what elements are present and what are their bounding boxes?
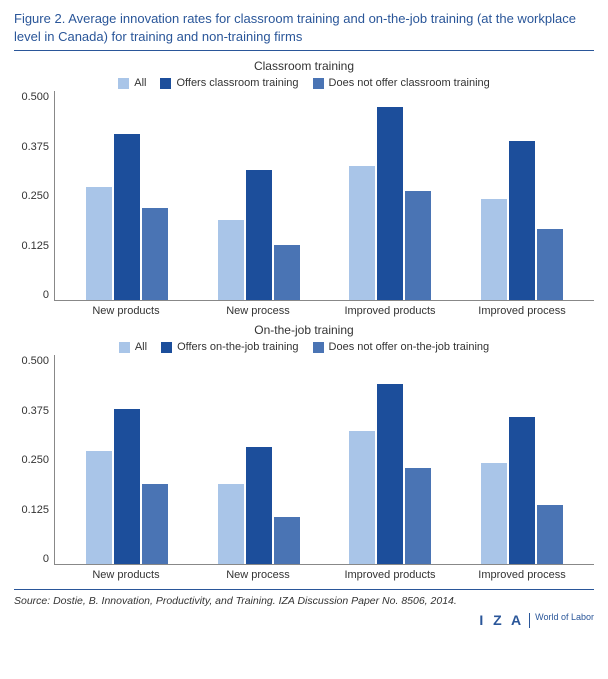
bar — [405, 191, 431, 300]
x-label: New process — [192, 301, 324, 317]
plot-wrap: 0.500 0.375 0.250 0.125 0 — [14, 91, 594, 301]
bar — [537, 505, 563, 564]
legend-label: All — [135, 341, 147, 353]
x-axis: New productsNew processImproved products… — [54, 565, 594, 581]
bar — [218, 484, 244, 564]
bar — [509, 141, 535, 301]
bar-group — [325, 355, 457, 564]
y-tick: 0.500 — [21, 355, 49, 367]
x-label: Improved process — [456, 301, 588, 317]
x-label: New products — [60, 301, 192, 317]
bar-group — [61, 355, 193, 564]
legend-item: All — [118, 77, 146, 89]
bar-group — [61, 91, 193, 300]
legend-label: Offers on-the-job training — [177, 341, 298, 353]
legend-swatch — [313, 342, 324, 353]
bar — [86, 451, 112, 564]
footer-logo: I Z A World of Labor — [14, 613, 594, 628]
bar — [481, 463, 507, 564]
iza-logo-text: I Z A — [479, 613, 530, 628]
legend: All Offers classroom training Does not off… — [14, 77, 594, 89]
bar-group — [193, 355, 325, 564]
chart-subtitle: On-the-job training — [14, 323, 594, 337]
x-label: Improved products — [324, 301, 456, 317]
bar-group — [456, 355, 588, 564]
charts-container: Classroom training All Offers classroom tr… — [14, 59, 594, 581]
legend-label: Does not offer classroom training — [329, 77, 490, 89]
legend-swatch — [160, 78, 171, 89]
legend-swatch — [118, 78, 129, 89]
legend-label: Offers classroom training — [176, 77, 298, 89]
bar — [349, 431, 375, 565]
legend-label: All — [134, 77, 146, 89]
bar — [274, 245, 300, 300]
bar — [481, 199, 507, 300]
x-label: New products — [60, 565, 192, 581]
y-tick: 0 — [43, 553, 49, 565]
bar — [218, 220, 244, 300]
y-tick: 0.125 — [21, 240, 49, 252]
legend-item: Does not offer on-the-job training — [313, 341, 490, 353]
y-tick: 0.375 — [21, 405, 49, 417]
bar-group — [325, 91, 457, 300]
bar-group — [193, 91, 325, 300]
x-label: New process — [192, 565, 324, 581]
y-axis: 0.500 0.375 0.250 0.125 0 — [14, 91, 54, 301]
legend-swatch — [161, 342, 172, 353]
bar — [509, 417, 535, 564]
y-axis: 0.500 0.375 0.250 0.125 0 — [14, 355, 54, 565]
chart-2: On-the-job training All Offers on-the-job … — [14, 323, 594, 581]
bar — [377, 384, 403, 565]
legend-item: Offers on-the-job training — [161, 341, 298, 353]
y-tick: 0.125 — [21, 504, 49, 516]
y-tick: 0 — [43, 289, 49, 301]
bar — [349, 166, 375, 300]
x-label: Improved products — [324, 565, 456, 581]
bar — [405, 468, 431, 565]
source-citation: Source: Dostie, B. Innovation, Productiv… — [14, 589, 594, 607]
bar-group — [456, 91, 588, 300]
x-label: Improved process — [456, 565, 588, 581]
bar — [537, 229, 563, 300]
legend-swatch — [313, 78, 324, 89]
bar — [114, 134, 140, 300]
legend-swatch — [119, 342, 130, 353]
plot-area — [54, 355, 594, 565]
y-tick: 0.375 — [21, 141, 49, 153]
y-tick: 0.250 — [21, 454, 49, 466]
chart-subtitle: Classroom training — [14, 59, 594, 73]
iza-sub: World of Labor — [535, 613, 594, 623]
legend-item: All — [119, 341, 147, 353]
legend-item: Offers classroom training — [160, 77, 298, 89]
chart-1: Classroom training All Offers classroom tr… — [14, 59, 594, 317]
bar — [142, 208, 168, 300]
y-tick: 0.250 — [21, 190, 49, 202]
bar — [246, 447, 272, 565]
bar — [274, 517, 300, 564]
y-tick: 0.500 — [21, 91, 49, 103]
bar — [246, 170, 272, 300]
bar — [377, 107, 403, 300]
figure-title: Figure 2. Average innovation rates for c… — [14, 10, 594, 51]
bar — [114, 409, 140, 564]
bar — [86, 187, 112, 300]
x-axis: New productsNew processImproved products… — [54, 301, 594, 317]
legend-label: Does not offer on-the-job training — [329, 341, 490, 353]
plot-wrap: 0.500 0.375 0.250 0.125 0 — [14, 355, 594, 565]
legend: All Offers on-the-job training Does not of… — [14, 341, 594, 353]
plot-area — [54, 91, 594, 301]
legend-item: Does not offer classroom training — [313, 77, 490, 89]
bar — [142, 484, 168, 564]
